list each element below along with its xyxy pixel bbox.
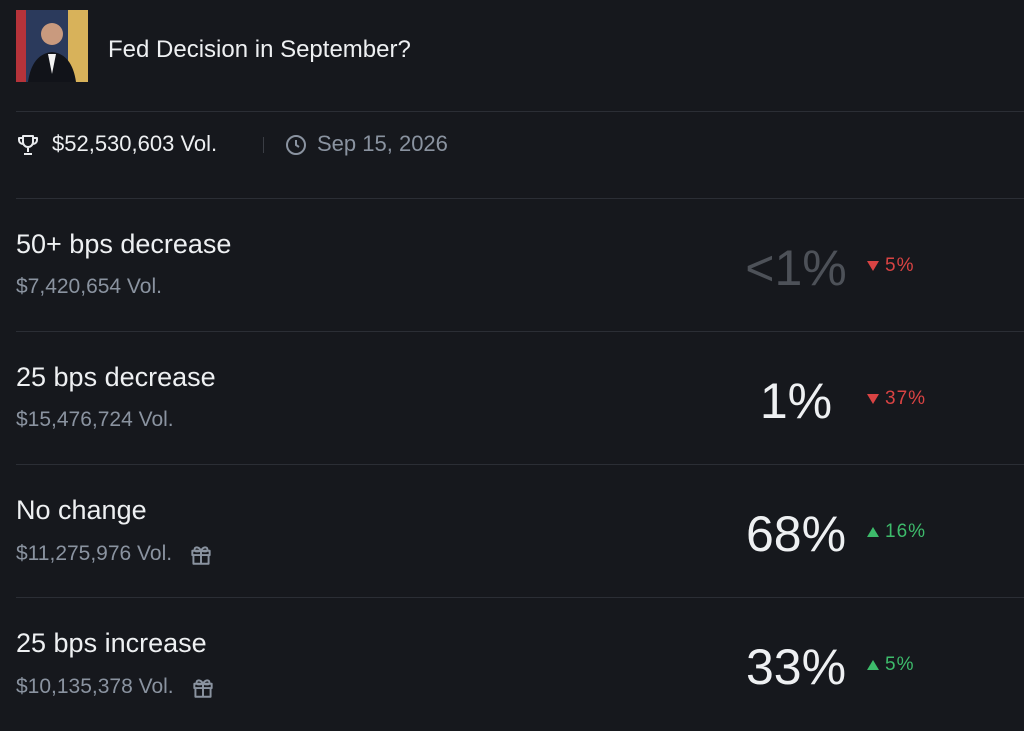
outcome-volume: $15,476,724 Vol.: [16, 408, 174, 431]
market-title: Fed Decision in September?: [108, 36, 411, 63]
outcome-probability: 1%: [759, 373, 833, 429]
outcome-name: 50+ bps decrease: [16, 229, 232, 259]
outcome-row[interactable]: 25 bps decrease $15,476,724 Vol. 1% 37%: [0, 332, 1024, 465]
market-avatar[interactable]: [16, 10, 88, 82]
change-wrap: 16%: [866, 521, 926, 543]
change-wrap: 37%: [866, 388, 926, 410]
outcome-volume: $10,135,378 Vol.: [16, 675, 174, 698]
outcome-probability: 33%: [745, 639, 847, 695]
outcome-row[interactable]: 50+ bps decrease $7,420,654 Vol. <1% 5%: [0, 199, 1024, 332]
divider: [16, 597, 1024, 598]
outcome-name: 25 bps decrease: [16, 362, 216, 392]
arrow-down: [867, 261, 879, 271]
clock-icon: [286, 135, 306, 155]
end-date: Sep 15, 2026: [317, 131, 448, 156]
outcome-row[interactable]: 25 bps increase $10,135,378 Vol. 33% 5%: [0, 598, 1024, 731]
reward-icon: [191, 546, 211, 565]
outcome-volume-wrap: $10,135,378 Vol.: [16, 674, 216, 700]
arrow-down: [867, 394, 879, 404]
outcome-name: 25 bps increase: [16, 628, 207, 658]
outcome-volume: $11,275,976 Vol.: [16, 542, 173, 565]
probability-change: 16%: [885, 521, 927, 542]
change-wrap: 5%: [866, 255, 914, 277]
outcome-volume-wrap: $7,420,654 Vol.: [16, 275, 162, 299]
outcome-row[interactable]: No change $11,275,976 Vol. 68% 16%: [0, 465, 1024, 598]
divider: [16, 464, 1024, 465]
separator: [263, 137, 264, 153]
outcome-probability: 68%: [745, 506, 847, 562]
divider: [16, 331, 1024, 332]
probability-change: 5%: [885, 654, 915, 675]
outcome-volume-wrap: $15,476,724 Vol.: [16, 408, 174, 432]
probability-change: 37%: [885, 388, 927, 409]
change-wrap: 5%: [866, 654, 914, 676]
arrow-up: [867, 527, 879, 537]
outcome-name: No change: [16, 495, 147, 525]
reward-icon: [193, 679, 213, 698]
trophy-icon: [18, 135, 38, 155]
outcome-probability: <1%: [745, 240, 847, 296]
divider: [16, 111, 1024, 112]
probability-change: 5%: [885, 255, 915, 276]
arrow-up: [867, 660, 879, 670]
outcome-volume: $7,420,654 Vol.: [16, 275, 162, 298]
total-volume: $52,530,603 Vol.: [52, 131, 218, 156]
outcome-volume-wrap: $11,275,976 Vol.: [16, 541, 214, 567]
divider: [16, 198, 1024, 199]
